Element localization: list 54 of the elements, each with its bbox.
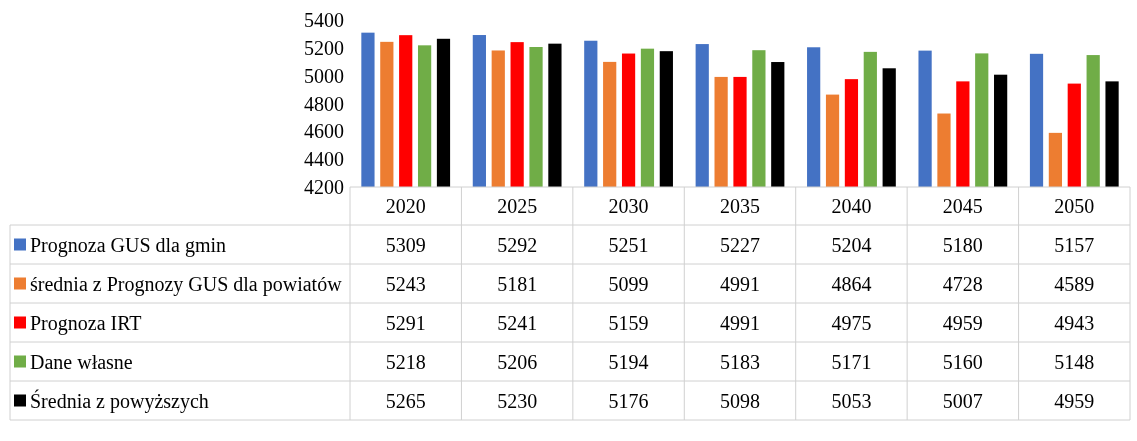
- x-tick-label: 2025: [497, 195, 538, 217]
- data-label: 4959: [1054, 389, 1095, 412]
- y-tick-label: 5400: [304, 9, 344, 31]
- x-tick-label: 2030: [608, 195, 649, 217]
- data-label: 5099: [608, 272, 649, 295]
- legend-label: Średnia z powyższych: [30, 388, 209, 413]
- data-label: 5230: [497, 389, 538, 412]
- data-label: 5180: [942, 233, 983, 256]
- data-label: 5007: [942, 389, 983, 412]
- data-label: 5053: [831, 389, 872, 412]
- data-label: 5241: [497, 311, 538, 334]
- data-label: 5206: [497, 350, 538, 373]
- data-label: 5251: [608, 233, 649, 256]
- data-label: 4991: [720, 311, 760, 334]
- y-tick-label: 4800: [304, 92, 344, 115]
- data-label: 5194: [608, 350, 649, 373]
- data-label: 5159: [608, 311, 649, 334]
- y-tick-label: 4600: [304, 120, 344, 143]
- data-label: 5227: [720, 233, 760, 256]
- y-tick-label: 4400: [304, 148, 344, 171]
- x-tick-label: 2035: [720, 195, 760, 217]
- x-tick-label: 2020: [385, 195, 426, 217]
- data-label: 5292: [497, 233, 538, 256]
- y-tick-label: 5200: [304, 36, 344, 59]
- data-label: 5291: [385, 311, 426, 334]
- x-tick-label: 2040: [831, 195, 872, 217]
- legend-label: Prognoza IRT: [30, 311, 142, 335]
- data-label: 5218: [385, 350, 426, 373]
- data-label: 4728: [942, 272, 983, 295]
- data-label: 5204: [831, 233, 872, 256]
- x-tick-label: 2050: [1054, 195, 1095, 217]
- data-label: 5243: [385, 272, 426, 295]
- data-label: 5176: [608, 389, 649, 412]
- data-label: 5309: [385, 233, 426, 256]
- data-label: 5148: [1054, 350, 1095, 373]
- legend-label: Dane własne: [30, 350, 133, 373]
- data-label: 5157: [1054, 233, 1095, 256]
- data-label: 5160: [942, 350, 983, 373]
- data-label: 5265: [385, 389, 426, 412]
- data-label: 4991: [720, 272, 760, 295]
- y-tick-label: 4200: [304, 176, 344, 198]
- data-label: 4959: [942, 311, 983, 334]
- data-label: 4943: [1054, 311, 1095, 334]
- legend-label: średnia z Prognozy GUS dla powiatów: [30, 272, 343, 296]
- data-label: 5098: [720, 389, 760, 412]
- data-label: 5183: [720, 350, 760, 373]
- data-label: 5181: [497, 272, 538, 295]
- y-tick-label: 5000: [304, 64, 344, 87]
- data-label: 4975: [831, 311, 872, 334]
- data-label: 4589: [1054, 272, 1095, 295]
- legend-label: Prognoza GUS dla gmin: [30, 233, 227, 257]
- data-label: 4864: [831, 272, 872, 295]
- data-label: 5171: [831, 350, 872, 373]
- x-tick-label: 2045: [942, 195, 983, 217]
